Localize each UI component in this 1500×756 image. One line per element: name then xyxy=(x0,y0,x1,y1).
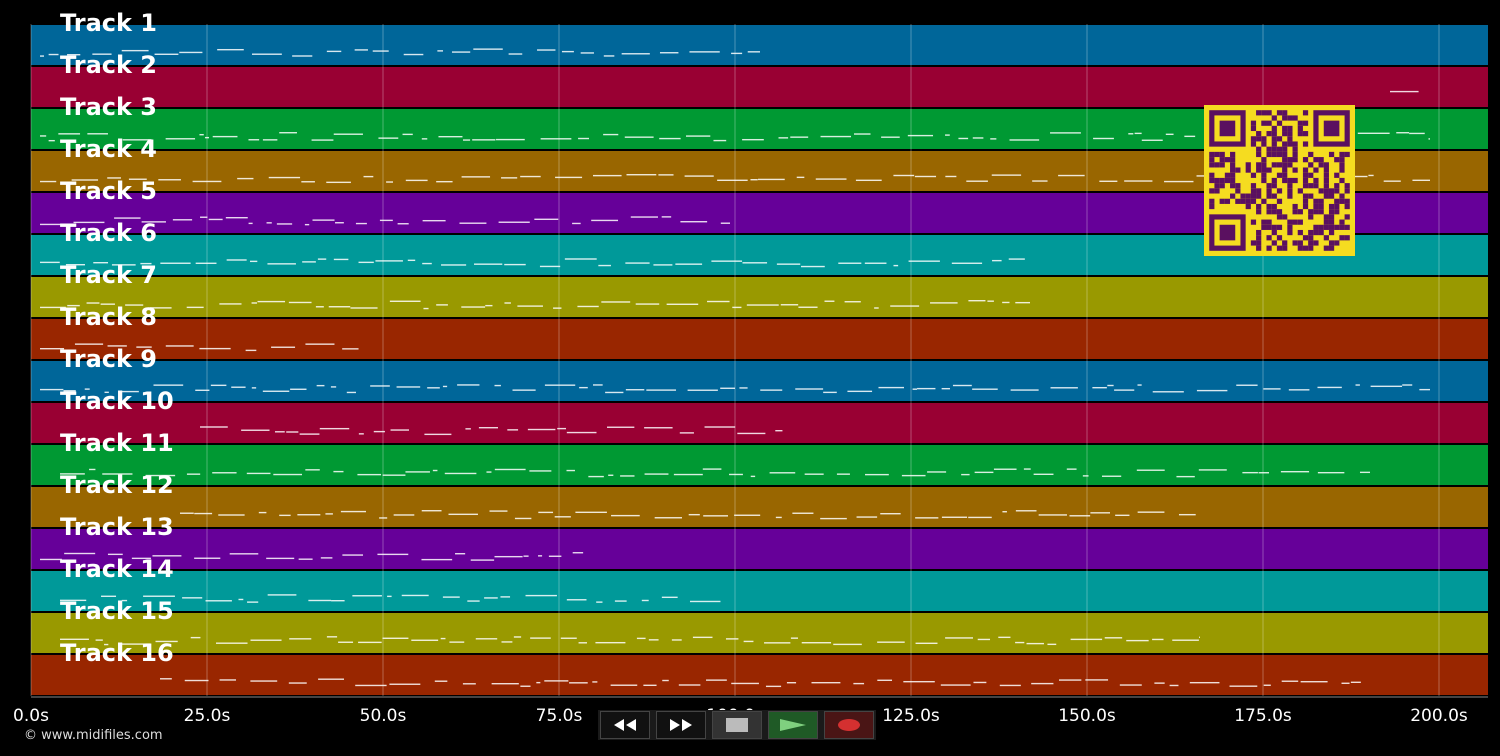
track-label-16: Track 16 xyxy=(60,639,174,667)
time-tick-label: 50.0s xyxy=(359,706,407,726)
track-label-15: Track 15 xyxy=(60,597,174,625)
play-button[interactable] xyxy=(768,711,818,739)
play-icon xyxy=(780,719,806,731)
time-tick-label: 175.0s xyxy=(1234,706,1292,726)
track-label-10: Track 10 xyxy=(60,387,174,415)
time-tick-label: 200.0s xyxy=(1410,706,1468,726)
stop-button[interactable] xyxy=(712,711,762,739)
time-tick-label: 0.0s xyxy=(13,706,49,726)
stop-icon xyxy=(726,718,748,732)
track-label-6: Track 6 xyxy=(60,219,158,247)
fast-forward-icon xyxy=(670,719,692,731)
track-row-8 xyxy=(31,319,1488,359)
rewind-button[interactable] xyxy=(600,711,650,739)
track-row-9 xyxy=(31,361,1488,401)
track-label-13: Track 13 xyxy=(60,513,174,541)
track-row-10 xyxy=(31,403,1488,443)
track-row-16 xyxy=(31,655,1488,695)
track-label-2: Track 2 xyxy=(60,51,158,79)
fast-forward-button[interactable] xyxy=(656,711,706,739)
track-label-11: Track 11 xyxy=(60,429,174,457)
copyright-text: © www.midifiles.com xyxy=(24,728,163,743)
record-button[interactable] xyxy=(824,711,874,739)
time-tick-label: 125.0s xyxy=(882,706,940,726)
track-label-8: Track 8 xyxy=(60,303,158,331)
record-icon xyxy=(838,719,860,731)
track-row-2 xyxy=(31,67,1488,107)
track-label-14: Track 14 xyxy=(60,555,174,583)
track-label-1: Track 1 xyxy=(60,9,158,37)
track-row-13 xyxy=(31,529,1488,569)
track-row-1 xyxy=(31,25,1488,65)
track-row-15 xyxy=(31,613,1488,653)
time-tick-label: 150.0s xyxy=(1058,706,1116,726)
track-row-14 xyxy=(31,571,1488,611)
transport-controls xyxy=(598,710,876,740)
track-label-4: Track 4 xyxy=(60,135,158,163)
track-label-3: Track 3 xyxy=(60,93,158,121)
time-tick-label: 25.0s xyxy=(183,706,231,726)
track-row-7 xyxy=(31,277,1488,317)
track-row-12 xyxy=(31,487,1488,527)
track-label-9: Track 9 xyxy=(60,345,158,373)
track-label-12: Track 12 xyxy=(60,471,174,499)
track-label-7: Track 7 xyxy=(60,261,158,289)
track-row-11 xyxy=(31,445,1488,485)
qr-code xyxy=(1204,105,1355,256)
note-events xyxy=(40,48,1430,688)
track-label-5: Track 5 xyxy=(60,177,158,205)
rewind-icon xyxy=(614,719,636,731)
time-tick-label: 75.0s xyxy=(535,706,583,726)
